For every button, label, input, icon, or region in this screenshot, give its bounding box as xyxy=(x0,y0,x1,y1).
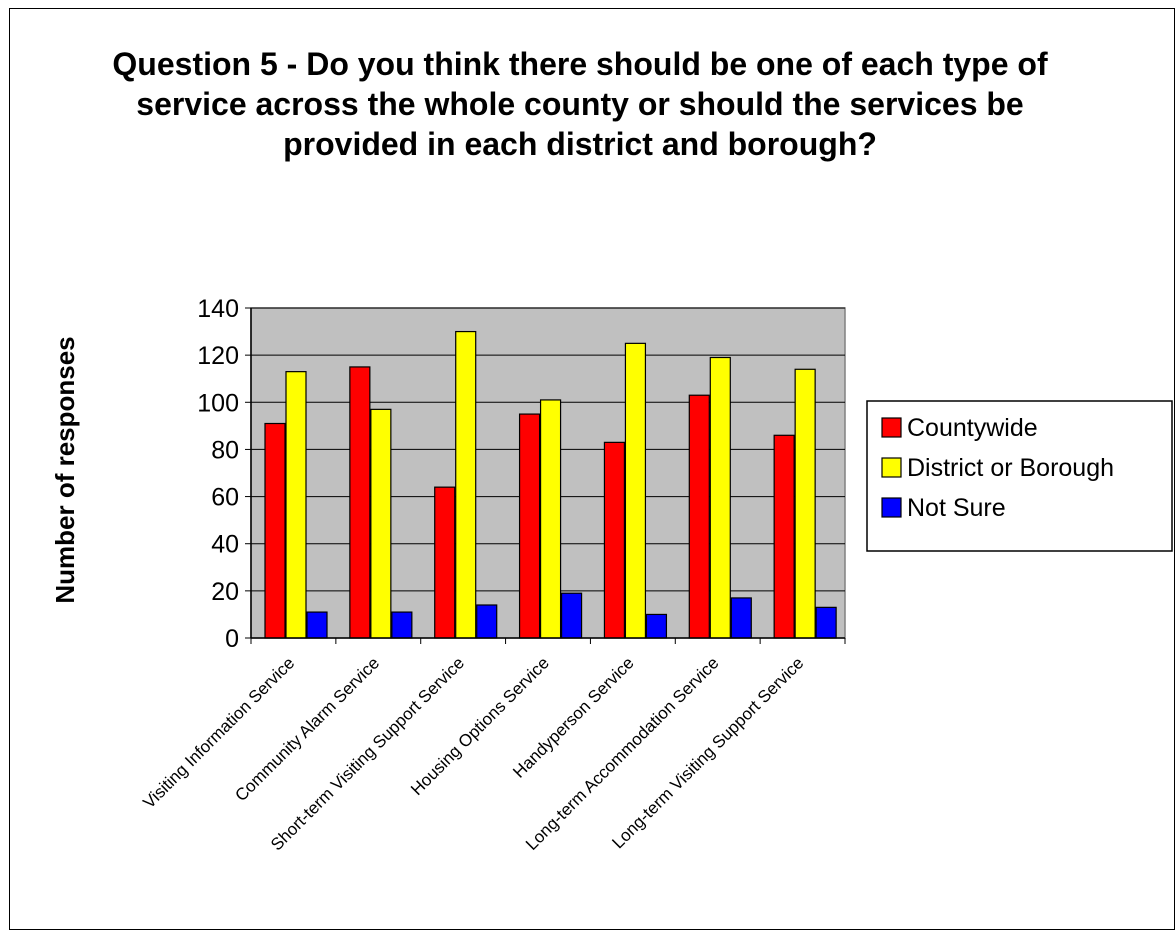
bar-district-or-borough xyxy=(709,356,731,639)
bar-not-sure xyxy=(306,611,328,639)
y-tick-label: 40 xyxy=(211,531,239,559)
legend-box xyxy=(866,400,1173,552)
legend-label: District or Borough xyxy=(907,454,1114,482)
bar-not-sure xyxy=(645,613,668,639)
y-tick-label: 120 xyxy=(197,342,239,370)
bars xyxy=(264,330,837,639)
x-tick-label: Long-term Visiting Support Service xyxy=(608,653,807,852)
legend-label: Not Sure xyxy=(907,494,1006,522)
y-tick-label: 80 xyxy=(211,436,239,464)
bar-not-sure xyxy=(391,611,413,639)
y-tick-label: 140 xyxy=(197,295,239,323)
y-tick-label: 60 xyxy=(211,484,239,512)
x-tick-label: Visiting Information Service xyxy=(139,653,298,812)
x-tick-label: Community Alarm Service xyxy=(231,653,383,805)
legend-swatch xyxy=(881,457,902,478)
y-axis-label: Number of responses xyxy=(50,336,80,603)
bar-not-sure xyxy=(815,606,837,639)
legend: Countywide District or Borough Not Sure xyxy=(866,400,1173,552)
bar-countywide xyxy=(264,422,286,639)
y-tick-labels: 0 20 40 60 80 100 120 140 xyxy=(197,295,239,653)
bar-district-or-borough xyxy=(794,368,816,639)
bar-district-or-borough xyxy=(285,371,307,639)
bar-countywide xyxy=(773,434,795,639)
legend-swatch xyxy=(881,497,902,518)
x-tick-label: Housing Options Service xyxy=(407,653,553,799)
bar-countywide xyxy=(434,486,456,639)
bar-district-or-borough xyxy=(370,408,392,639)
bar-not-sure xyxy=(560,592,583,639)
bar-not-sure xyxy=(476,604,498,639)
bar-countywide xyxy=(518,413,541,639)
legend-swatch xyxy=(881,417,902,438)
y-tick-label: 0 xyxy=(225,625,239,653)
y-tick-label: 100 xyxy=(197,389,239,417)
chart-title: Question 5 - Do you think there should b… xyxy=(112,46,1048,162)
bar-district-or-borough xyxy=(539,399,562,639)
bar-countywide xyxy=(688,394,710,639)
bar-countywide xyxy=(603,441,626,639)
bar-not-sure xyxy=(730,597,752,639)
bar-district-or-borough xyxy=(455,330,477,639)
bar-district-or-borough xyxy=(624,342,647,639)
legend-label: Countywide xyxy=(907,414,1038,442)
bar-countywide xyxy=(349,366,371,639)
y-tick-label: 20 xyxy=(211,578,239,606)
axes xyxy=(245,307,846,644)
